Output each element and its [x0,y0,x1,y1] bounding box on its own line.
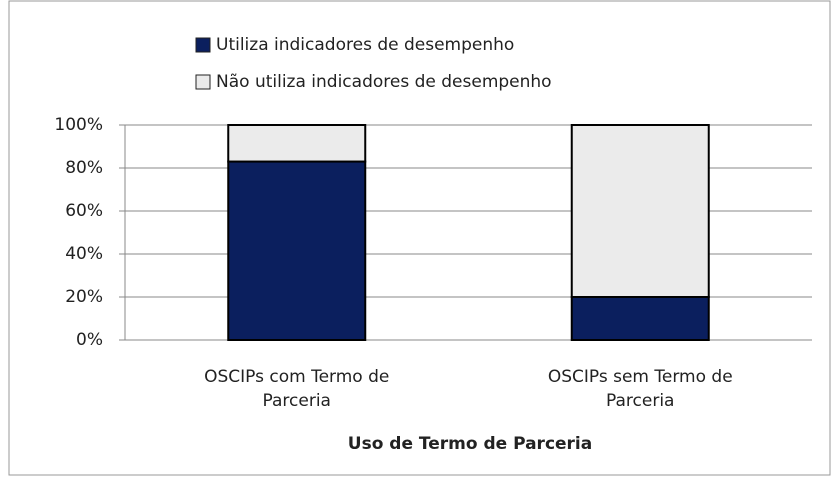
legend-label: Utiliza indicadores de desempenho [216,35,514,55]
y-tick-label: 60% [65,201,103,221]
x-tick-label: OSCIPs sem Termo de Parceria [548,367,733,411]
y-tick-label: 20% [65,287,103,307]
y-tick-label: 100% [54,115,103,135]
legend-swatch [195,37,211,53]
legend-label: Não utiliza indicadores de desempenho [216,72,552,92]
y-tick-label: 40% [65,244,103,264]
bar-segment [570,124,710,298]
bar-segment [227,124,367,163]
x-tick-label: OSCIPs com Termo de Parceria [204,367,389,411]
bar-segment [227,160,367,341]
y-tick-label: 0% [76,330,103,350]
bar-segment [570,296,710,341]
y-tick-label: 80% [65,158,103,178]
legend-swatch [195,74,211,90]
x-axis-title: Uso de Termo de Parceria [348,434,592,454]
